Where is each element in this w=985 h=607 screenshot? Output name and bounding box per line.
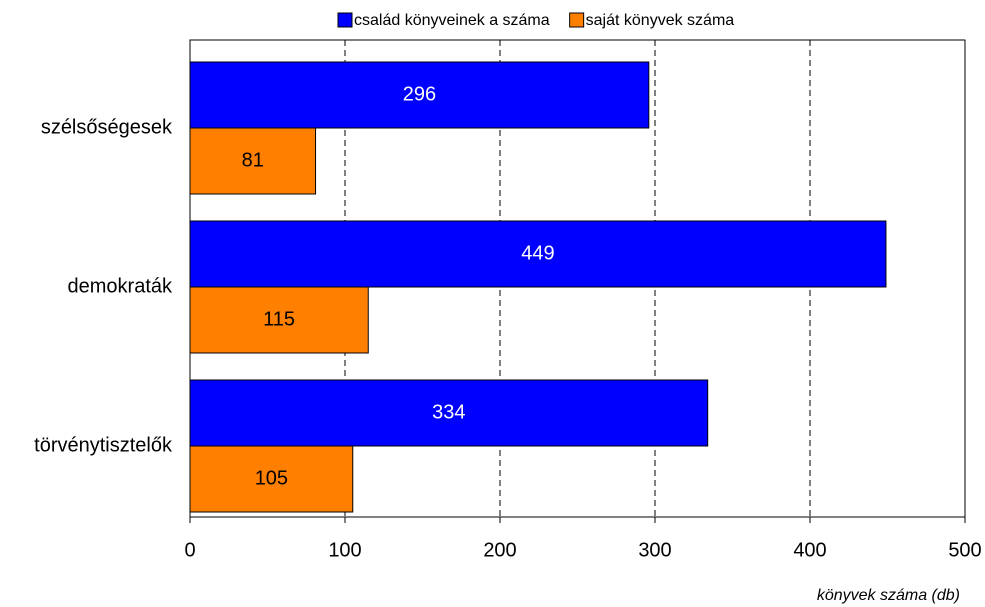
data-label: 449: [521, 242, 554, 264]
legend-label: saját könyvek száma: [586, 12, 735, 29]
x-tick-label: 0: [184, 539, 195, 561]
x-tick-label: 300: [638, 539, 671, 561]
x-tick-label: 400: [793, 539, 826, 561]
y-tick-label: szélsőségesek: [41, 116, 173, 138]
x-tick-label: 500: [948, 539, 981, 561]
data-label: 115: [263, 308, 295, 330]
data-label: 334: [432, 401, 465, 423]
bar: [189, 286, 369, 354]
legend-swatch: [337, 12, 353, 28]
x-tick-label: 100: [328, 539, 361, 561]
legend-swatch: [569, 12, 585, 28]
x-tick-label: 200: [483, 539, 516, 561]
legend-label: család könyveinek a száma: [354, 12, 550, 29]
bar: [189, 379, 709, 447]
data-label: 81: [242, 149, 264, 171]
bar: [189, 220, 887, 288]
bar: [189, 127, 317, 195]
data-label: 105: [255, 467, 288, 489]
data-label: 296: [403, 83, 436, 105]
y-tick-label: demokraták: [68, 275, 173, 297]
y-tick-label: törvénytisztelők: [34, 434, 173, 456]
bar: [189, 445, 354, 513]
bar: [189, 61, 650, 129]
x-axis-label: könyvek száma (db): [817, 587, 960, 604]
